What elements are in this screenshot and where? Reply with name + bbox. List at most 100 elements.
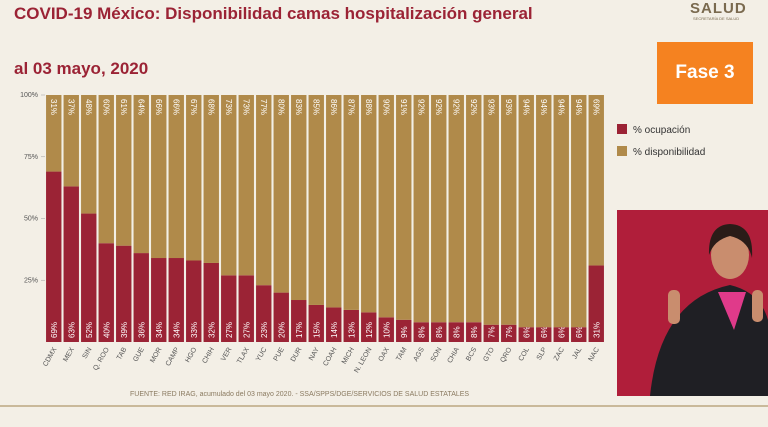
- bar-segment: [378, 95, 394, 318]
- bar-segment: [46, 171, 62, 342]
- x-tick-label: TAM: [395, 346, 408, 362]
- bar-segment: [553, 327, 569, 342]
- bar-segment: [238, 95, 254, 276]
- x-tick-label: MICH: [341, 347, 356, 366]
- x-tick-label: N. LEON: [353, 347, 373, 375]
- value-label: 7%: [505, 326, 514, 338]
- value-label: 92%: [434, 99, 443, 115]
- bar-segment: [256, 285, 272, 342]
- logo-subtitle: SECRETARÍA DE SALUD: [693, 16, 740, 21]
- x-tick-label: HGO: [184, 346, 198, 364]
- bar-segment: [483, 324, 499, 342]
- bar-segment: [413, 322, 429, 342]
- value-label: 14%: [330, 322, 339, 338]
- value-label: 12%: [365, 322, 374, 338]
- value-label: 15%: [312, 322, 321, 338]
- value-label: 60%: [101, 99, 110, 115]
- x-tick-label: GUE: [132, 346, 146, 363]
- value-label: 94%: [556, 99, 565, 115]
- value-label: 61%: [119, 99, 128, 115]
- bar-segment: [168, 258, 184, 342]
- bar-segment: [81, 95, 97, 214]
- value-label: 94%: [539, 99, 548, 115]
- legend-label: % disponibilidad: [633, 147, 705, 158]
- legend-swatch: [617, 124, 627, 134]
- value-label: 32%: [207, 322, 216, 338]
- legend-swatch: [617, 146, 627, 156]
- bar-segment: [343, 309, 359, 342]
- value-label: 39%: [120, 322, 129, 338]
- value-label: 63%: [67, 322, 76, 338]
- value-label: 73%: [241, 99, 250, 115]
- bar-segment: [186, 95, 202, 261]
- value-label: 8%: [417, 326, 426, 338]
- bar-segment: [291, 95, 307, 301]
- x-tick-label: JAL: [571, 346, 583, 360]
- x-tick-label: PUE: [273, 346, 286, 362]
- bar-segment: [396, 319, 412, 342]
- bar-segment: [518, 327, 534, 342]
- value-label: 94%: [574, 99, 583, 115]
- value-label: 8%: [470, 326, 479, 338]
- bar-segment: [378, 317, 394, 342]
- value-label: 6%: [575, 326, 584, 338]
- x-tick-label: MOR: [149, 347, 163, 365]
- bar-segment: [466, 322, 482, 342]
- phase-badge: Fase 3: [657, 42, 753, 104]
- value-label: 27%: [242, 322, 251, 338]
- bar-segment: [501, 324, 517, 342]
- bar-segment: [273, 292, 289, 342]
- x-tick-label: ZAC: [553, 347, 566, 363]
- value-label: 68%: [206, 99, 215, 115]
- x-tick-label: CHIA: [447, 346, 462, 364]
- bar-segment: [396, 95, 412, 320]
- value-label: 8%: [452, 326, 461, 338]
- value-label: 66%: [154, 99, 163, 115]
- value-label: 69%: [50, 322, 59, 338]
- y-tick-label: 25%: [24, 277, 38, 284]
- bar-segment: [448, 322, 464, 342]
- value-label: 37%: [66, 99, 75, 115]
- value-label: 20%: [277, 322, 286, 338]
- value-label: 6%: [557, 326, 566, 338]
- x-tick-label: CHIH: [201, 347, 216, 365]
- value-label: 48%: [84, 99, 93, 115]
- bar-segment: [291, 300, 307, 342]
- value-label: 93%: [486, 99, 495, 115]
- x-tick-label: SON: [430, 347, 444, 364]
- value-label: 34%: [155, 322, 164, 338]
- bar-segment: [466, 95, 482, 323]
- bar-segment: [151, 258, 167, 342]
- bar-segment: [116, 245, 132, 342]
- x-tick-label: COAH: [322, 347, 338, 368]
- x-tick-label: GTO: [482, 346, 496, 363]
- value-label: 8%: [435, 326, 444, 338]
- bar-segment: [518, 95, 534, 328]
- chart-title: COVID-19 México: Disponibilidad camas ho…: [14, 4, 533, 23]
- bar-segment: [536, 95, 552, 328]
- value-label: 36%: [137, 322, 146, 338]
- value-label: 40%: [102, 322, 111, 338]
- x-tick-label: SIN: [82, 347, 94, 361]
- x-tick-label: TLAX: [236, 346, 251, 365]
- value-label: 83%: [294, 99, 303, 115]
- x-tick-label: CDMX: [42, 346, 59, 368]
- x-tick-label: AGS: [413, 346, 427, 363]
- y-tick-label: 50%: [24, 216, 38, 223]
- bar-segment: [326, 95, 342, 308]
- source-note: FUENTE: RED IRAG, acumulado del 03 mayo …: [130, 391, 470, 398]
- bar-segment: [536, 327, 552, 342]
- bar-segment: [308, 304, 324, 342]
- bar-segment: [343, 95, 359, 310]
- bar-segment: [63, 186, 79, 342]
- x-tick-label: VER: [220, 347, 233, 363]
- y-tick-label: 100%: [20, 92, 38, 99]
- value-label: 31%: [592, 322, 601, 338]
- value-label: 86%: [329, 99, 338, 115]
- value-label: 52%: [85, 322, 94, 338]
- x-tick-label: MEX: [62, 346, 76, 363]
- bar-segment: [46, 95, 62, 172]
- bar-segment: [116, 95, 132, 246]
- bar-segment: [63, 95, 79, 187]
